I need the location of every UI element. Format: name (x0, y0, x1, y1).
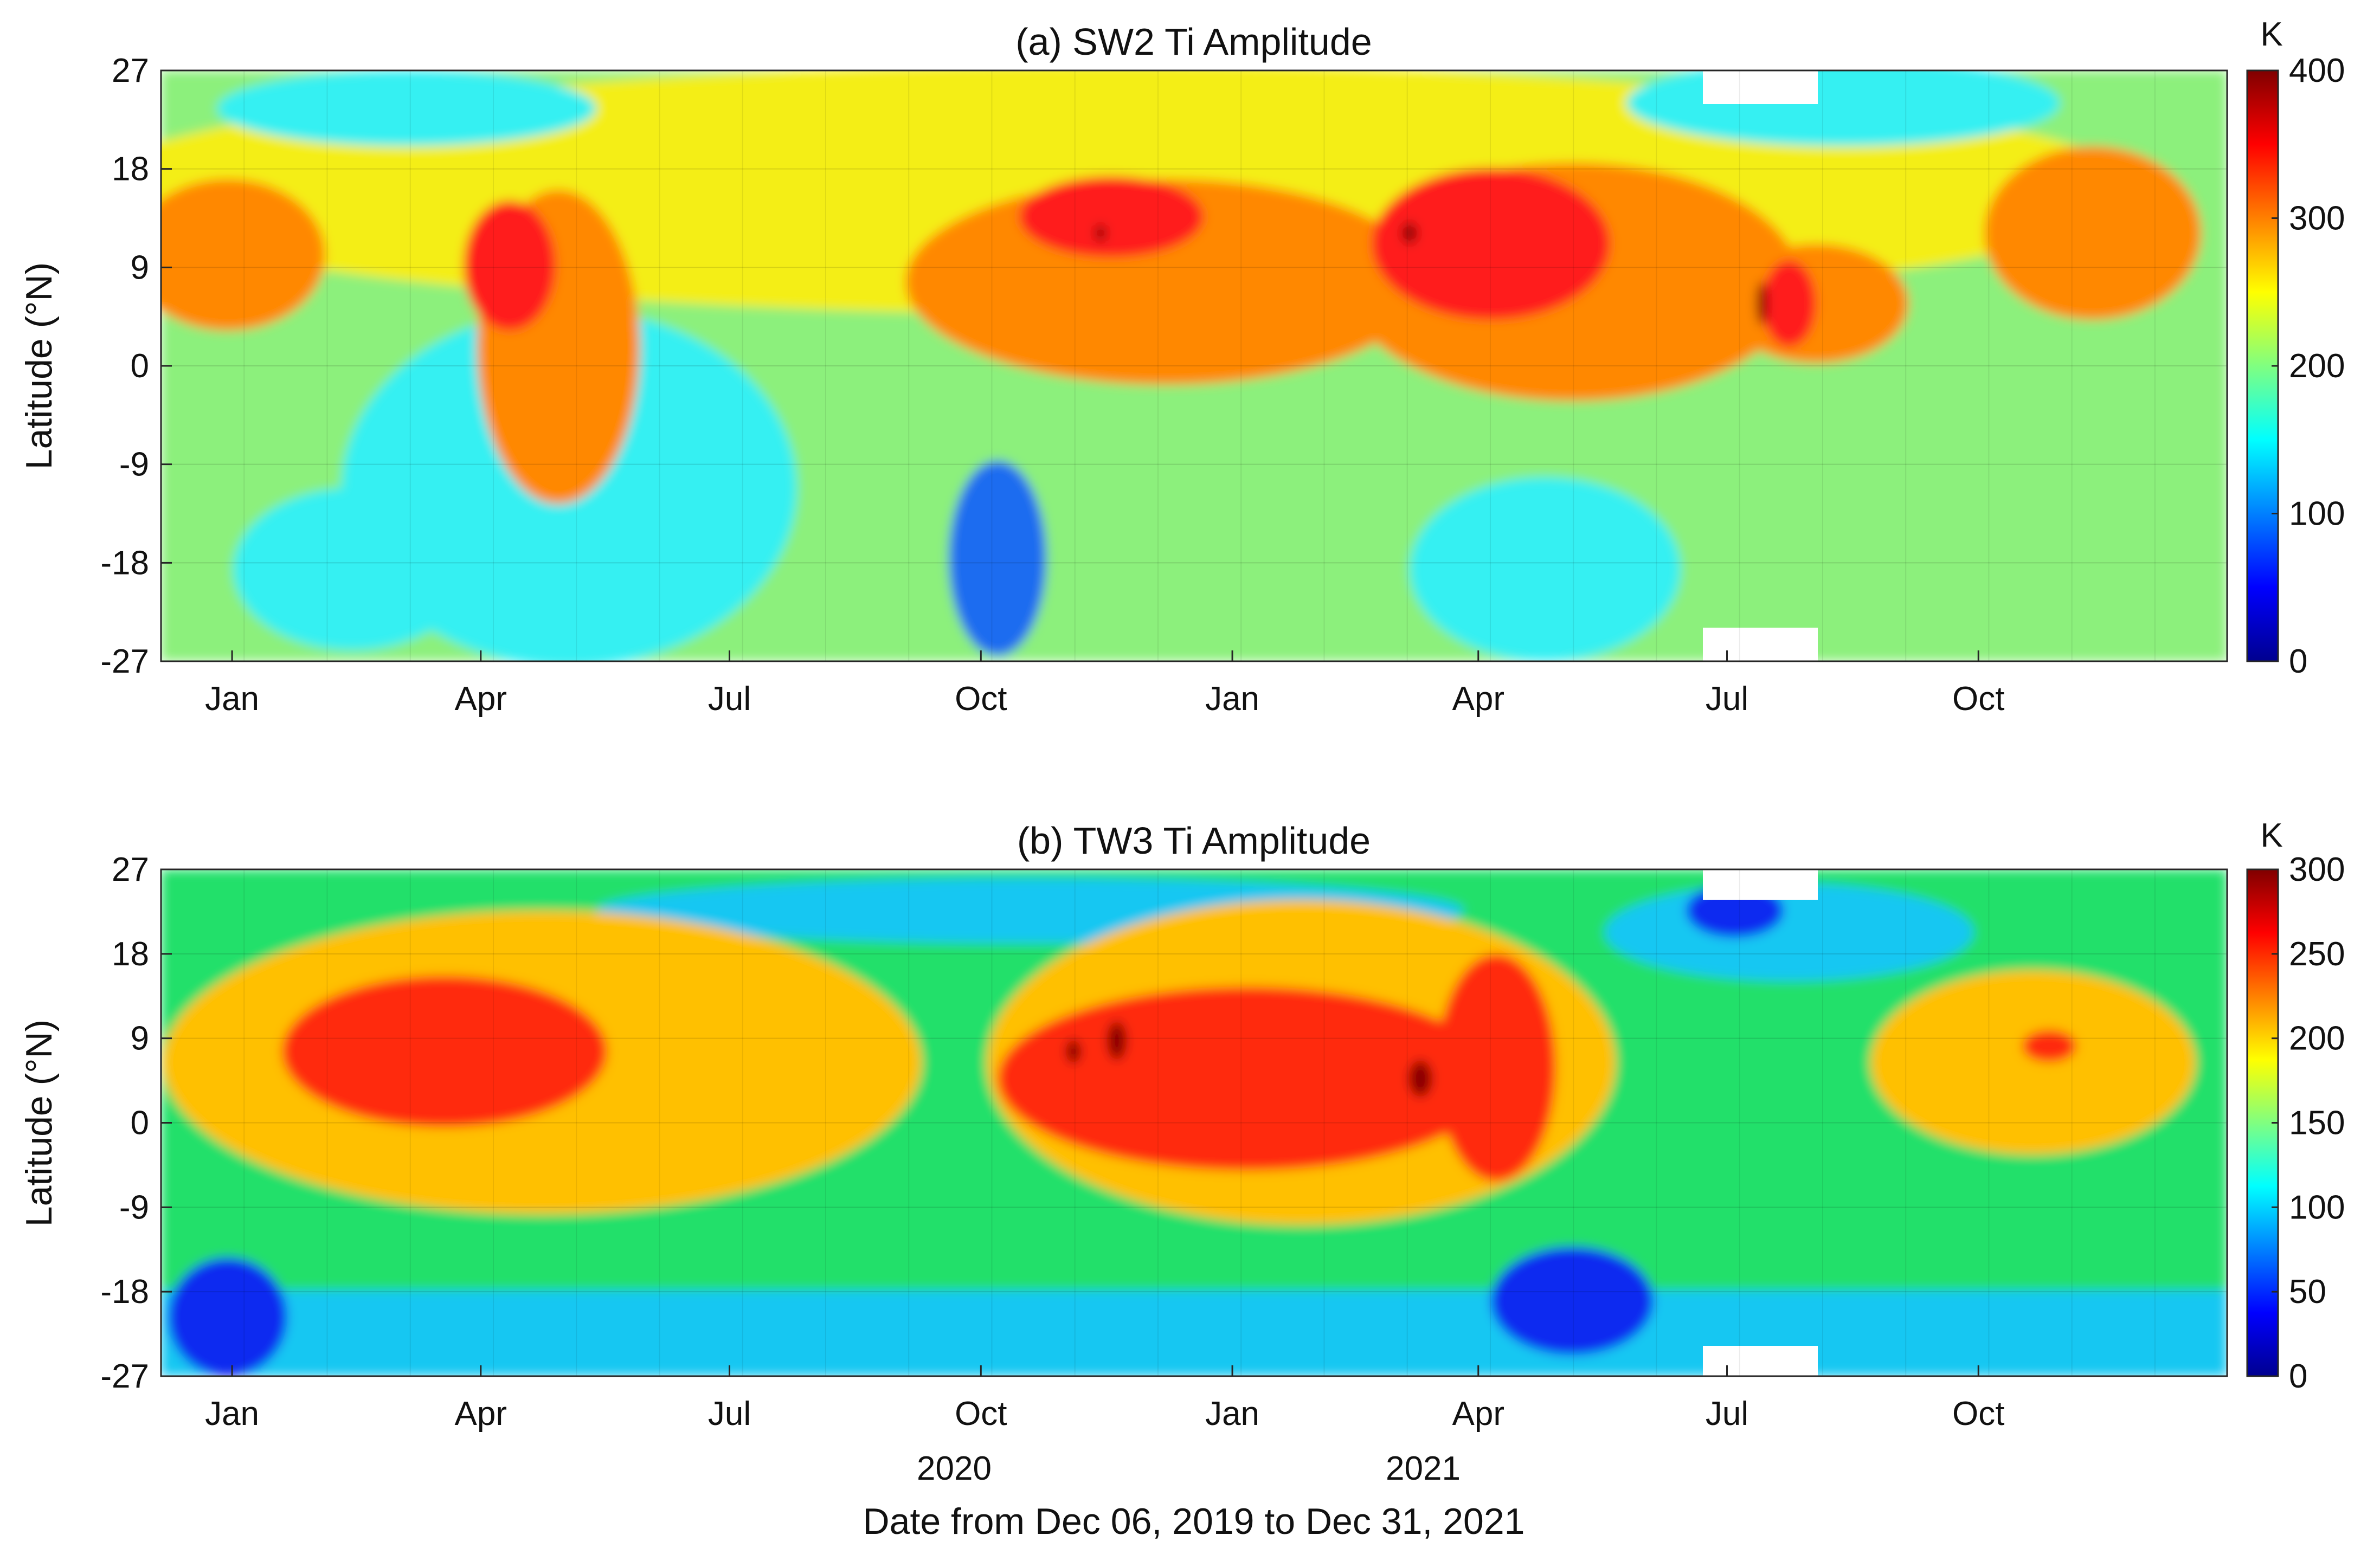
panel-a-colorbar-label: K (2260, 16, 2282, 53)
panel-b-xtick-label: Jul (708, 1395, 751, 1433)
panel-b-ytick-label: 0 (131, 1105, 149, 1142)
panel-a-ytick-label: -9 (119, 446, 149, 483)
panel-b-xtick-label: Oct (955, 1395, 1007, 1433)
panel-a-heatmap (161, 70, 2227, 661)
panel-a-colorbar-tick-label: 200 (2289, 347, 2345, 385)
panel-b-ytick-label: -9 (119, 1189, 149, 1226)
panel-a-colorbar-tick-label: 400 (2289, 52, 2345, 89)
panel-b-plot-area (161, 869, 2227, 1376)
panel-a-xtick-label: Jan (1205, 680, 1259, 718)
panel-a-ytick-label: 27 (112, 52, 149, 89)
panel-a-ytick-label: -27 (100, 643, 149, 680)
year-label-2021: 2021 (1386, 1450, 1461, 1487)
panel-a-xtick-label: Jul (708, 680, 751, 718)
year-label-2020: 2020 (917, 1450, 992, 1487)
panel-b-title: (b) TW3 Ti Amplitude (1017, 820, 1371, 862)
panel-b-xtick-label: Oct (1952, 1395, 2004, 1433)
panel-b-colorbar-tick-label: 150 (2289, 1105, 2345, 1142)
panel-b-ytick-label: 18 (112, 936, 149, 973)
panel-b-heatmap (161, 869, 2227, 1376)
panel-b-xtick-label: Jan (1205, 1395, 1259, 1433)
panel-b-xtick-label: Apr (455, 1395, 507, 1433)
panel-b-colorbar-ticks: 0 50 100 150 200 250 300 (2272, 851, 2345, 1395)
panel-b-colorbar-tick-label: 50 (2289, 1273, 2326, 1311)
panel-b: (b) TW3 Ti Amplitude (18, 817, 2345, 1433)
panel-a-ytick-label: 0 (131, 347, 149, 385)
panel-a-colorbar-tick-label: 100 (2289, 495, 2345, 533)
panel-a-xtick-label: Oct (1952, 680, 2004, 718)
panel-a-xtick-label: Apr (455, 680, 507, 718)
panel-b-ytick-label: 9 (131, 1020, 149, 1057)
panel-b-colorbar-label: K (2260, 817, 2282, 854)
panel-a-ylabel: Latitude (°N) (18, 262, 60, 469)
panel-b-colorbar-tick-label: 300 (2289, 851, 2345, 888)
panel-b-colorbar-tick-label: 200 (2289, 1020, 2345, 1057)
panel-b-xtick-label: Jul (1706, 1395, 1748, 1433)
panel-b-data-gaps (1703, 869, 1818, 1376)
panel-a-xtick-label: Jul (1706, 680, 1748, 718)
panel-b-gridlines (161, 869, 2227, 1376)
panel-a-xtick-label: Oct (955, 680, 1007, 718)
panel-a-axes: 27 18 9 0 -9 -18 -27 Jan Apr Jul Oct Jan Apr Jul Oct (100, 52, 2004, 718)
panel-b-ytick-label: -27 (100, 1358, 149, 1395)
panel-b-xtick-label: Apr (1452, 1395, 1504, 1433)
panel-a: (a) SW2 Ti Amplitude (18, 16, 2345, 718)
panel-b-colorbar-tick-label: 0 (2289, 1358, 2307, 1395)
x-axis-title: Date from Dec 06, 2019 to Dec 31, 2021 (863, 1501, 1525, 1542)
panel-a-colorbar-tick-label: 300 (2289, 200, 2345, 237)
panel-a-data-gaps (1703, 70, 1818, 661)
panel-a-ytick-label: 9 (131, 249, 149, 286)
panel-b-colorbar-tick-label: 250 (2289, 936, 2345, 973)
panel-a-xtick-label: Apr (1452, 680, 1504, 718)
panel-b-ylabel: Latitude (°N) (18, 1020, 60, 1227)
panel-a-ytick-label: 18 (112, 151, 149, 188)
panel-b-ytick-label: 27 (112, 851, 149, 888)
panel-b-axes: 27 18 9 0 -9 -18 -27 Jan Apr Jul Oct Jan Apr Jul Oct (100, 851, 2004, 1433)
panel-a-gridlines (161, 70, 2227, 661)
panel-a-xtick-label: Jan (205, 680, 259, 718)
panel-a-title: (a) SW2 Ti Amplitude (1015, 21, 1372, 63)
panel-a-colorbar-ticks: 0 100 200 300 400 (2272, 52, 2345, 680)
panel-b-ytick-label: -18 (100, 1273, 149, 1311)
panel-a-plot-area (161, 70, 2227, 661)
panel-a-colorbar-tick-label: 0 (2289, 643, 2307, 680)
panel-b-colorbar-tick-label: 100 (2289, 1189, 2345, 1226)
panel-a-ytick-label: -18 (100, 544, 149, 582)
panel-b-xtick-label: Jan (205, 1395, 259, 1433)
